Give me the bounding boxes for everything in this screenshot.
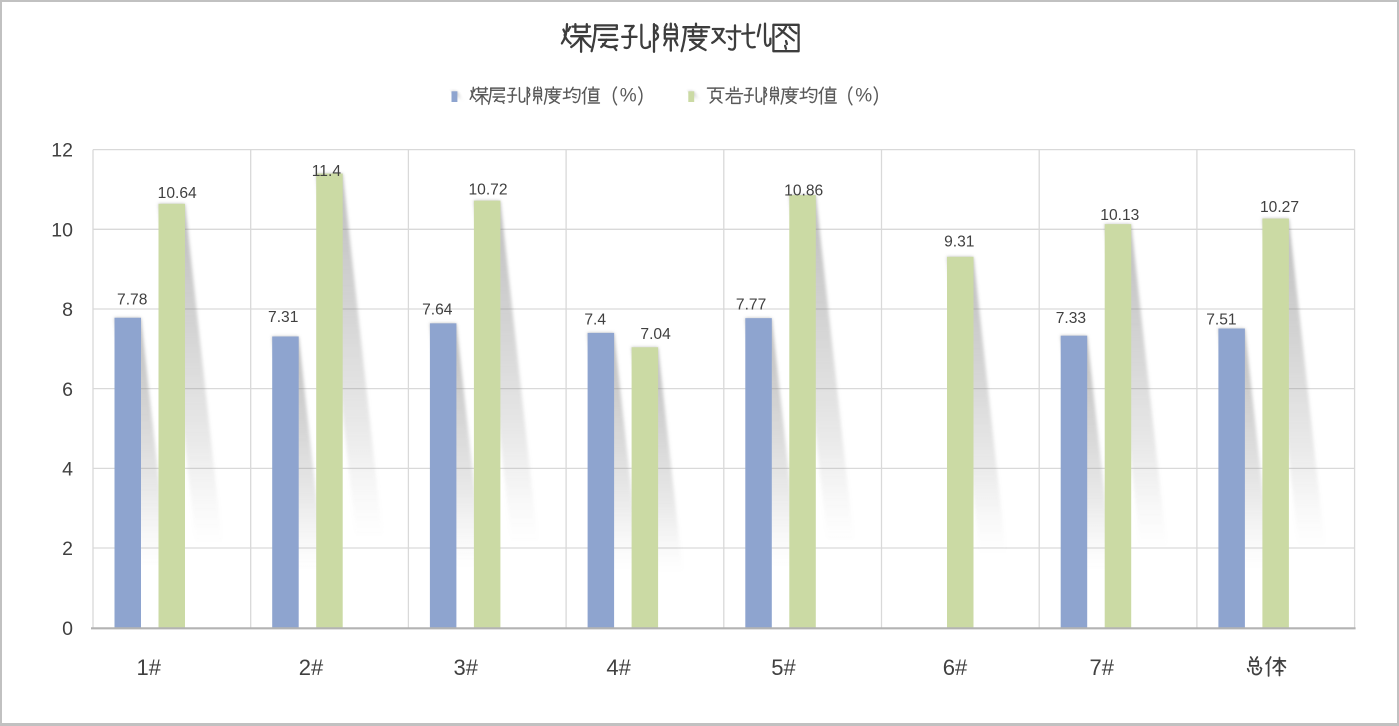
svg-text:11.4: 11.4	[312, 163, 342, 180]
svg-text:10.86: 10.86	[784, 182, 823, 199]
svg-text:7.04: 7.04	[640, 326, 671, 343]
svg-text:%: %	[620, 85, 637, 106]
svg-text:10.13: 10.13	[1100, 207, 1139, 224]
svg-text:%: %	[855, 85, 872, 106]
svg-text:4#: 4#	[606, 655, 631, 680]
svg-text:10: 10	[51, 219, 73, 241]
svg-text:7.31: 7.31	[268, 309, 298, 326]
svg-text:1#: 1#	[136, 655, 161, 680]
svg-text:12: 12	[51, 140, 73, 162]
svg-text:10.72: 10.72	[468, 182, 507, 199]
svg-text:7.4: 7.4	[584, 312, 606, 329]
svg-text:9.31: 9.31	[944, 234, 974, 251]
svg-text:10.27: 10.27	[1260, 199, 1299, 216]
svg-text:3#: 3#	[453, 655, 478, 680]
svg-text:7.51: 7.51	[1206, 312, 1236, 329]
svg-text:8: 8	[62, 299, 73, 321]
svg-text:6#: 6#	[943, 655, 968, 680]
svg-text:5#: 5#	[771, 655, 796, 680]
svg-text:0: 0	[62, 618, 73, 640]
svg-text:7.77: 7.77	[736, 297, 766, 314]
svg-text:7#: 7#	[1090, 655, 1115, 680]
svg-text:2: 2	[62, 538, 73, 560]
svg-text:10.64: 10.64	[158, 185, 197, 202]
svg-text:2#: 2#	[299, 655, 324, 680]
svg-text:6: 6	[62, 379, 73, 401]
svg-text:7.78: 7.78	[117, 291, 147, 308]
svg-text:7.64: 7.64	[422, 302, 453, 319]
svg-text:4: 4	[62, 458, 73, 480]
svg-text:7.33: 7.33	[1056, 310, 1086, 327]
